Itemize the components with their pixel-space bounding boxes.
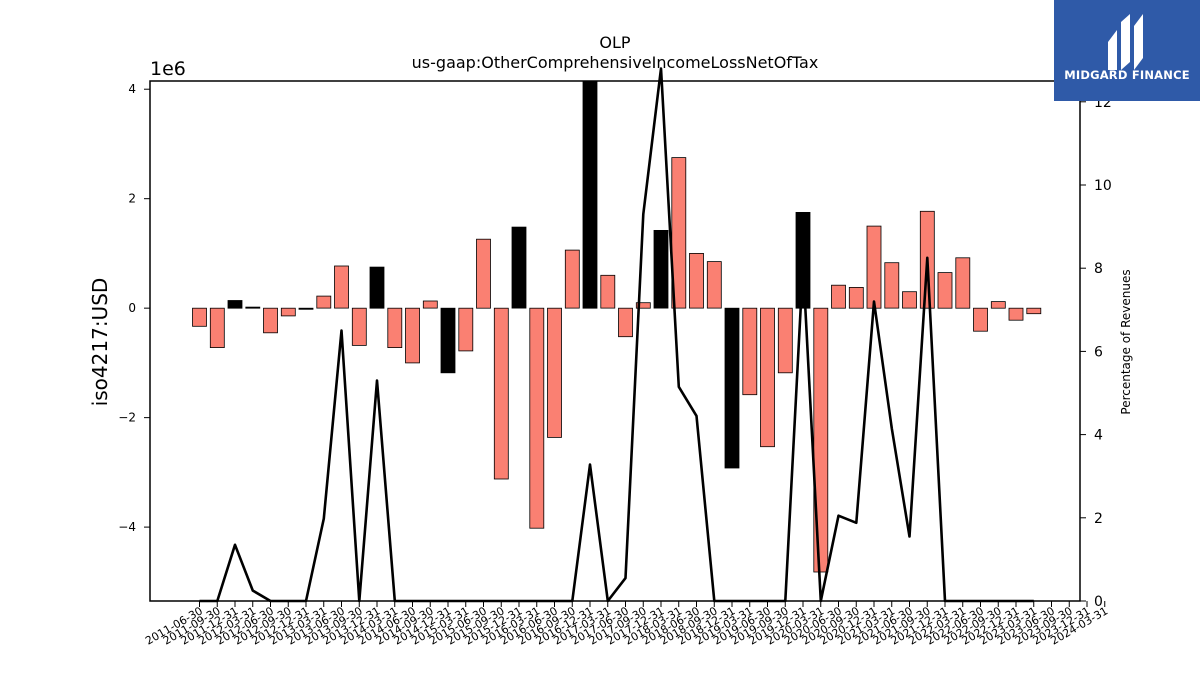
bar <box>245 306 261 309</box>
chart-title: OLP <box>599 33 631 52</box>
bar <box>493 307 509 480</box>
bar-series <box>192 80 1042 573</box>
bar <box>831 284 846 309</box>
y-tick-label: 4 <box>128 82 136 96</box>
y-axis-scale-label: 1e6 <box>150 58 186 80</box>
y-axis-label: iso4217:USD <box>88 278 112 407</box>
bar <box>671 157 687 309</box>
bar <box>635 302 651 309</box>
bar <box>813 307 829 573</box>
bar <box>618 307 633 338</box>
bar <box>369 266 385 309</box>
bar <box>564 249 580 309</box>
y2-tick-label: 2 <box>1094 511 1103 527</box>
y2-tick-label: 10 <box>1094 178 1112 194</box>
bar <box>440 307 456 374</box>
bar <box>316 295 332 309</box>
bar <box>1008 307 1024 321</box>
bar <box>653 229 669 309</box>
bar <box>706 261 722 309</box>
bar <box>742 307 758 396</box>
y-tick-label: 0 <box>128 301 136 315</box>
bar <box>955 257 971 309</box>
bar <box>990 301 1006 309</box>
bar <box>724 307 740 469</box>
bar <box>777 307 793 374</box>
bar <box>689 252 704 309</box>
midgard-finance-logo: MIDGARD FINANCE <box>1054 0 1200 101</box>
bar <box>476 238 491 309</box>
bar <box>529 307 545 529</box>
bar <box>280 307 296 317</box>
bar <box>884 262 900 309</box>
bar <box>582 80 598 309</box>
bar <box>298 307 314 310</box>
bar <box>387 307 403 349</box>
bar <box>902 291 917 309</box>
chart-subtitle: us-gaap:OtherComprehensiveIncomeLossNetO… <box>412 53 819 72</box>
midgard-m-icon <box>1108 14 1143 70</box>
bar <box>405 307 420 364</box>
y-tick-label: 2 <box>128 192 136 206</box>
bar <box>600 274 616 309</box>
bar <box>227 300 243 309</box>
y2-axis-label: Percentage of Revenues <box>1119 269 1133 414</box>
bar <box>511 226 527 309</box>
bar <box>760 307 775 448</box>
bar <box>848 286 864 309</box>
bar <box>192 307 207 327</box>
y-tick-label: −4 <box>118 520 136 534</box>
bar <box>209 307 225 349</box>
y2-tick-label: 0 <box>1094 594 1103 610</box>
y2-tick-label: 6 <box>1094 344 1103 360</box>
bar <box>973 307 988 332</box>
bar <box>334 265 349 309</box>
y-axis-ticks: −4 −2 0 2 4 <box>118 82 150 534</box>
logo-text: MIDGARD FINANCE <box>1064 68 1190 82</box>
bar <box>351 307 367 346</box>
plot-frame <box>149 80 1081 602</box>
bar <box>422 300 438 309</box>
bar <box>547 307 562 438</box>
bar <box>866 225 882 309</box>
bar <box>263 307 278 334</box>
bar <box>1026 307 1042 315</box>
x-axis-ticks: 2011-06-302011-09-302011-12-312012-03-31… <box>143 601 1110 648</box>
bar <box>795 211 811 309</box>
y2-tick-label: 4 <box>1094 428 1103 444</box>
percentage-of-revenues-line <box>199 67 1034 603</box>
bar <box>458 307 474 352</box>
y-tick-label: −2 <box>118 411 136 425</box>
y2-tick-label: 8 <box>1094 261 1103 277</box>
bar <box>937 272 953 309</box>
